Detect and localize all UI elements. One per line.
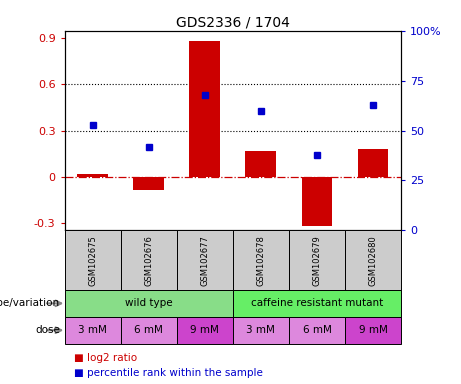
Text: 6 mM: 6 mM bbox=[134, 325, 163, 335]
Bar bbox=[289, 317, 345, 344]
Bar bbox=[301, 177, 332, 226]
Text: 9 mM: 9 mM bbox=[359, 325, 387, 335]
Title: GDS2336 / 1704: GDS2336 / 1704 bbox=[176, 16, 290, 30]
Bar bbox=[65, 290, 233, 317]
Text: GSM102677: GSM102677 bbox=[200, 235, 209, 286]
Text: dose: dose bbox=[35, 325, 60, 335]
Text: caffeine resistant mutant: caffeine resistant mutant bbox=[251, 298, 383, 308]
Bar bbox=[345, 317, 401, 344]
Bar bbox=[245, 151, 276, 177]
Bar bbox=[177, 317, 233, 344]
Text: GSM102675: GSM102675 bbox=[88, 235, 97, 286]
Bar bbox=[65, 317, 121, 344]
Text: GSM102676: GSM102676 bbox=[144, 235, 153, 286]
Bar bbox=[233, 290, 401, 317]
Bar bbox=[189, 41, 220, 177]
Bar bbox=[358, 149, 389, 177]
Bar bbox=[345, 230, 401, 290]
Text: 9 mM: 9 mM bbox=[190, 325, 219, 335]
Bar bbox=[177, 230, 233, 290]
Text: 6 mM: 6 mM bbox=[302, 325, 331, 335]
Text: GSM102678: GSM102678 bbox=[256, 235, 266, 286]
Text: 3 mM: 3 mM bbox=[78, 325, 107, 335]
Bar bbox=[65, 230, 121, 290]
Text: wild type: wild type bbox=[125, 298, 172, 308]
Bar bbox=[121, 317, 177, 344]
Bar bbox=[77, 174, 108, 177]
Bar bbox=[233, 230, 289, 290]
Text: GSM102680: GSM102680 bbox=[368, 235, 378, 286]
Text: GSM102679: GSM102679 bbox=[313, 235, 321, 286]
Text: ■ percentile rank within the sample: ■ percentile rank within the sample bbox=[74, 368, 263, 378]
Text: 3 mM: 3 mM bbox=[247, 325, 275, 335]
Bar bbox=[233, 317, 289, 344]
Bar bbox=[133, 177, 164, 190]
Bar bbox=[121, 230, 177, 290]
Text: ■ log2 ratio: ■ log2 ratio bbox=[74, 353, 137, 363]
Text: genotype/variation: genotype/variation bbox=[0, 298, 60, 308]
Bar bbox=[289, 230, 345, 290]
